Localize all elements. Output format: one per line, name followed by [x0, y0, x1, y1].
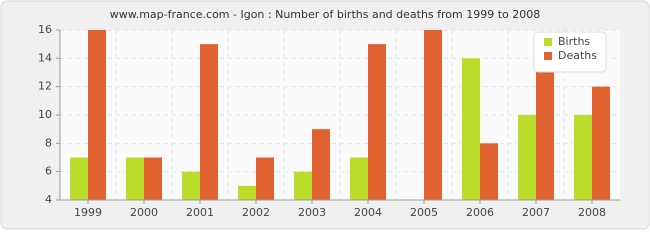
legend-label: Deaths [558, 49, 597, 62]
bar [462, 58, 480, 201]
bar [88, 30, 106, 200]
bar [350, 157, 368, 200]
bar [182, 171, 200, 200]
chart: www.map-france.com - Igon : Number of bi… [0, 0, 650, 230]
y-tick-label: 6 [45, 165, 52, 178]
bar [200, 44, 218, 200]
x-tick-label: 2005 [410, 206, 438, 219]
bar [70, 157, 88, 200]
bar [592, 86, 610, 200]
y-tick-label: 10 [38, 108, 52, 121]
y-tick-label: 16 [38, 23, 52, 36]
bar [144, 157, 162, 200]
chart-title: www.map-france.com - Igon : Number of bi… [110, 8, 541, 21]
x-tick-label: 2000 [130, 206, 158, 219]
bar [424, 30, 442, 200]
bar [238, 185, 256, 200]
x-tick-label: 2003 [298, 206, 326, 219]
x-tick-label: 2004 [354, 206, 382, 219]
bar [312, 129, 330, 200]
bar [368, 44, 386, 200]
bar [256, 157, 274, 200]
y-tick-label: 14 [38, 51, 52, 64]
y-tick-label: 12 [38, 80, 52, 93]
legend-label: Births [558, 35, 590, 48]
legend-swatch [544, 38, 552, 46]
bar [126, 157, 144, 200]
x-tick-label: 2001 [186, 206, 214, 219]
x-tick-label: 2007 [522, 206, 550, 219]
bar [536, 58, 554, 201]
page: {"chart_data": {"type": "bar", "title": … [0, 0, 650, 230]
x-tick-label: 2002 [242, 206, 270, 219]
bar [480, 143, 498, 200]
bar [574, 115, 592, 200]
legend-swatch [544, 52, 552, 60]
x-tick-label: 2008 [578, 206, 606, 219]
bar [294, 171, 312, 200]
x-tick-label: 2006 [466, 206, 494, 219]
bar [518, 115, 536, 200]
y-tick-label: 8 [45, 136, 52, 149]
x-tick-label: 1999 [74, 206, 102, 219]
y-tick-label: 4 [45, 193, 52, 206]
